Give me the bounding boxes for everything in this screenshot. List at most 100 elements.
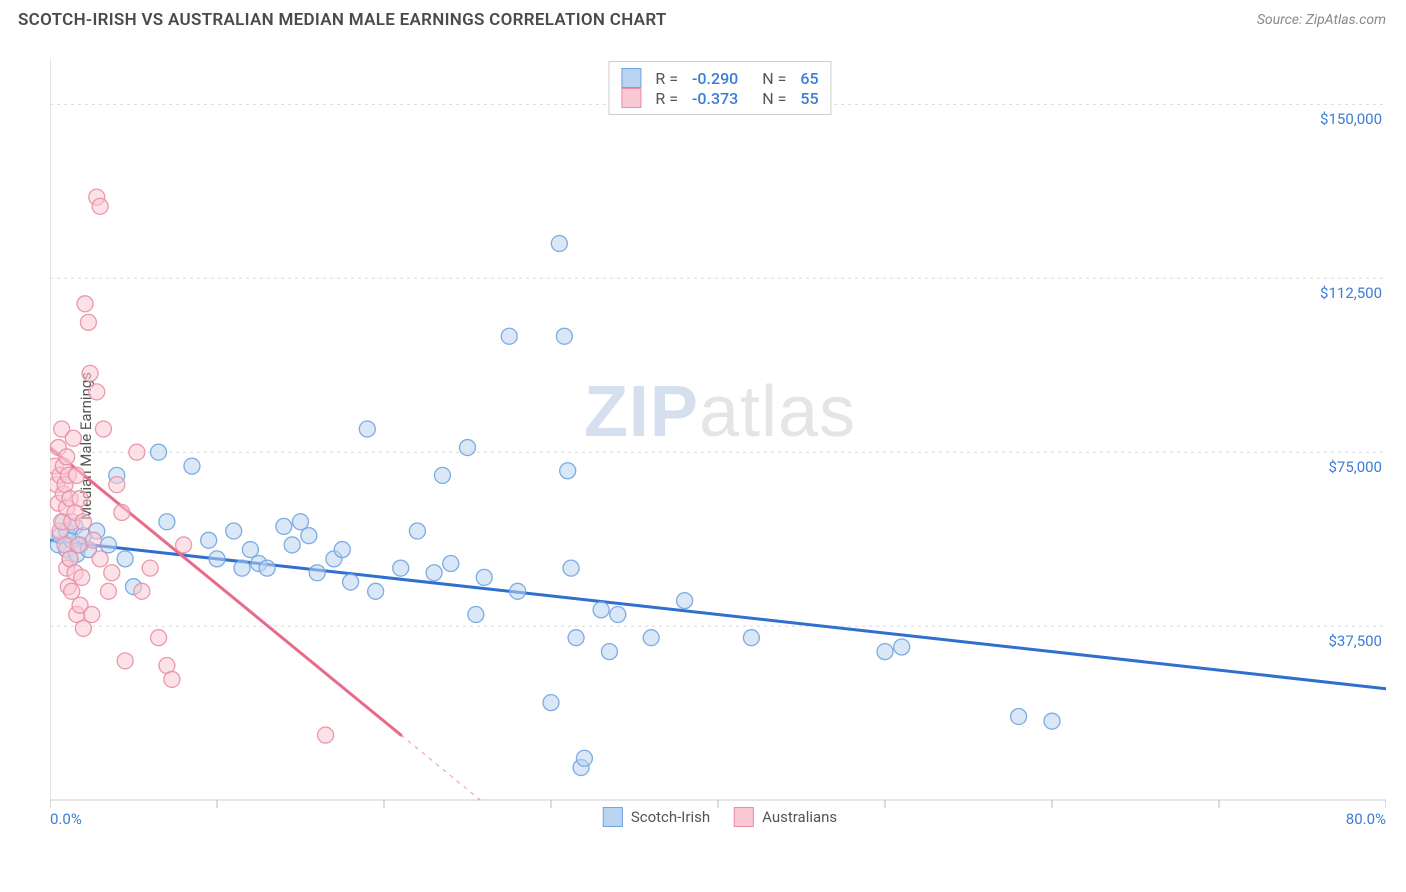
data-point [743,630,759,646]
y-grid-label: $75,000 [1328,458,1382,476]
legend-swatch [734,807,754,827]
y-grid-label: $112,500 [1320,284,1382,302]
data-point [159,514,175,530]
data-point [117,551,133,567]
data-point [176,537,192,553]
source-attribution: Source: ZipAtlas.com [1257,12,1386,28]
correlation-row: R = -0.290 N = 65 [621,68,818,88]
y-grid-label: $150,000 [1320,110,1382,128]
legend-label: Scotch-Irish [631,808,710,826]
data-point [556,328,572,344]
data-point [301,528,317,544]
data-point [84,607,100,623]
data-point [468,607,484,623]
data-point [409,523,425,539]
series-legend: Scotch-Irish Australians [603,806,837,828]
correlation-row: R = -0.373N = 55 [621,88,818,108]
data-point [334,542,350,558]
scatter-chart [50,58,1386,828]
source-prefix: Source: [1257,12,1306,28]
data-point [877,644,893,660]
data-point [59,449,75,465]
n-value: 55 [796,89,818,108]
data-point [201,532,217,548]
data-point [551,236,567,252]
data-point [184,458,200,474]
data-point [80,314,96,330]
data-point [114,504,130,520]
data-point [894,639,910,655]
data-point [543,695,559,711]
n-label: N = [762,69,786,88]
data-point [70,537,86,553]
legend-label: Australians [762,808,837,826]
data-point [593,602,609,618]
data-point [426,565,442,581]
legend-item: Scotch-Irish [603,806,710,828]
legend-item: Australians [734,806,837,828]
data-point [142,560,158,576]
r-value: -0.290 [688,69,738,88]
data-point [242,542,258,558]
legend-swatch [603,807,623,827]
data-point [226,523,242,539]
n-value: 65 [796,69,818,88]
x-axis-max-label: 80.0% [1346,810,1386,828]
data-point [151,630,167,646]
legend-swatch [621,68,641,88]
n-label: N = [762,89,786,108]
data-point [92,551,108,567]
data-point [276,518,292,534]
source-name: ZipAtlas.com [1306,12,1386,28]
data-point [610,607,626,623]
data-point [259,560,275,576]
data-point [343,574,359,590]
data-point [510,583,526,599]
data-point [284,537,300,553]
data-point [117,653,133,669]
data-point [92,198,108,214]
r-label: R = [655,69,678,88]
chart-area: ZIPatlas R = -0.290N = 65R = -0.373N = 5… [50,58,1390,828]
data-point [89,384,105,400]
data-point [576,750,592,766]
data-point [443,555,459,571]
data-point [64,583,80,599]
data-point [460,440,476,456]
data-point [75,620,91,636]
data-point [82,365,98,381]
data-point [95,421,111,437]
data-point [1044,713,1060,729]
data-point [72,491,88,507]
data-point [560,463,576,479]
data-point [77,296,93,312]
data-point [65,430,81,446]
data-point [563,560,579,576]
data-point [74,569,90,585]
data-point [677,593,693,609]
chart-title: SCOTCH-IRISH VS AUSTRALIAN MEDIAN MALE E… [18,10,667,30]
data-point [476,569,492,585]
data-point [129,444,145,460]
data-point [318,727,334,743]
data-point [359,421,375,437]
data-point [100,583,116,599]
legend-swatch [621,88,641,108]
data-point [69,467,85,483]
data-point [234,560,250,576]
data-point [209,551,225,567]
data-point [151,444,167,460]
data-point [1011,709,1027,725]
data-point [434,467,450,483]
data-point [100,537,116,553]
data-point [368,583,384,599]
data-point [601,644,617,660]
data-point [293,514,309,530]
correlation-legend: R = -0.290 N = 65R = -0.373N = 55 [608,61,831,115]
data-point [75,514,91,530]
chart-header: SCOTCH-IRISH VS AUSTRALIAN MEDIAN MALE E… [0,0,1406,38]
data-point [501,328,517,344]
data-point [109,477,125,493]
data-point [85,532,101,548]
data-point [568,630,584,646]
